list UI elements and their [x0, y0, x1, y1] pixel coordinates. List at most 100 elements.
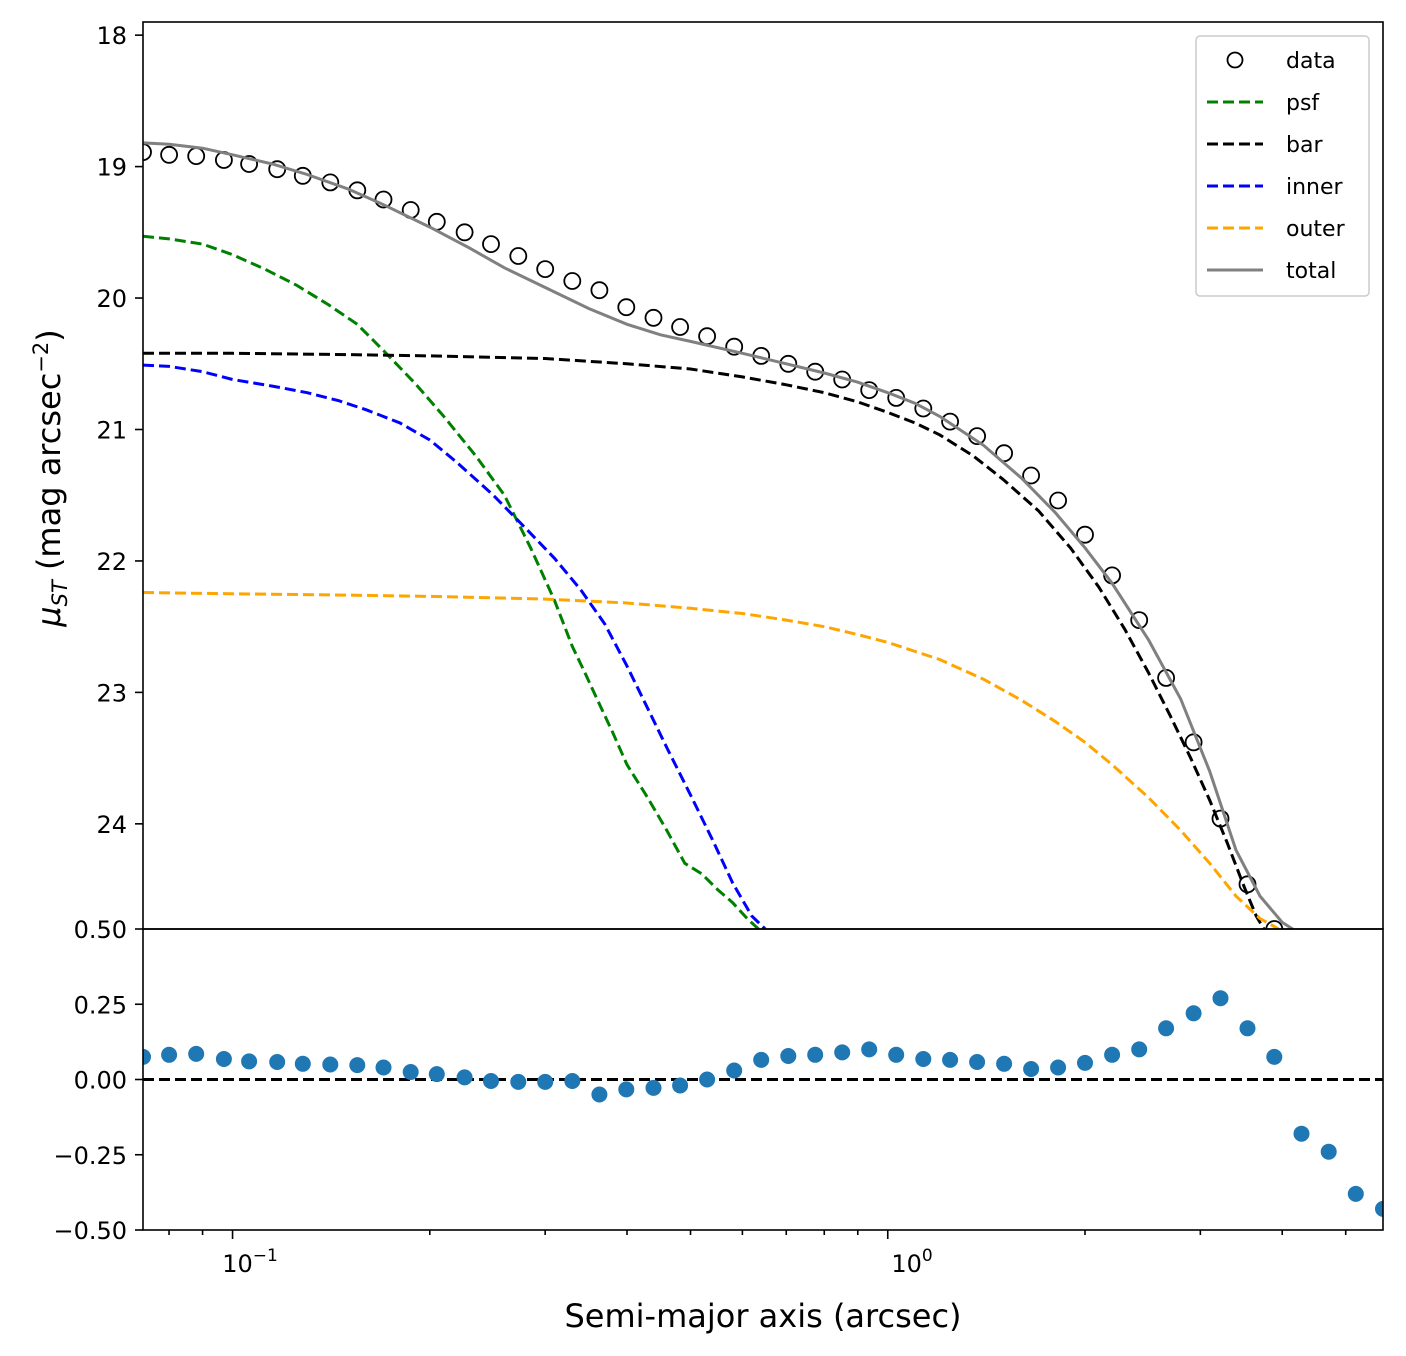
data-point	[1076, 525, 1094, 544]
x-tick-label-0.1: 10−1	[222, 1246, 278, 1278]
residual-point	[161, 1046, 178, 1063]
y-tick-label: −0.50	[53, 1217, 127, 1245]
residual-point	[996, 1055, 1013, 1072]
data-point	[1022, 466, 1040, 485]
residual-point	[1320, 1143, 1337, 1160]
residual-point	[1293, 1125, 1310, 1142]
bottom-y-axis: 0.50 0.25 0.00 −0.25 −0.50	[53, 916, 143, 1245]
data-point	[914, 399, 933, 418]
inner-line	[143, 363, 767, 929]
y-axis-title: μST (mag arcsec−2)	[29, 329, 72, 628]
residual-point	[456, 1069, 473, 1086]
data-point	[941, 412, 959, 431]
y-axis-title-superscript: −2	[29, 342, 53, 373]
residual-point	[645, 1079, 662, 1096]
bottom-panel-series	[143, 990, 1383, 1217]
y-axis-title-subscript: ST	[48, 578, 72, 606]
y-tick-label: 21	[96, 416, 127, 444]
x-tick-exponent: −1	[253, 1246, 278, 1266]
residual-point	[834, 1044, 851, 1061]
legend-label-total: total	[1286, 259, 1336, 284]
data-point	[455, 223, 474, 242]
data-point	[509, 247, 528, 265]
psf-line	[143, 234, 760, 929]
residual-point	[1375, 1200, 1383, 1217]
residual-point	[1347, 1185, 1364, 1202]
data-point	[1049, 491, 1067, 510]
residual-point	[1239, 1020, 1256, 1037]
y-tick-label: 19	[96, 154, 127, 182]
residual-point	[483, 1073, 499, 1089]
residual-point	[1077, 1054, 1093, 1071]
x-tick-base: 10	[891, 1250, 922, 1278]
y-tick-label: 0.25	[74, 991, 127, 1019]
total-line	[143, 141, 1294, 929]
residual-point	[780, 1048, 797, 1064]
x-axis-title: Semi-major axis (arcsec)	[564, 1297, 961, 1335]
data-point	[482, 235, 500, 254]
y-tick-label: 0.00	[74, 1067, 127, 1095]
residual-point	[1050, 1059, 1067, 1076]
residual-point	[591, 1086, 608, 1103]
residual-point	[915, 1051, 932, 1067]
residual-point	[699, 1071, 716, 1088]
bar-line	[143, 351, 1266, 929]
residual-point	[375, 1059, 392, 1076]
legend-label-psf: psf	[1286, 91, 1320, 116]
residual-point	[510, 1073, 527, 1090]
y-tick-label: 24	[96, 811, 127, 839]
residual-point	[1158, 1020, 1175, 1037]
data-point	[725, 337, 744, 356]
residual-point	[1266, 1048, 1283, 1065]
residual-point	[672, 1077, 689, 1094]
residual-point	[269, 1054, 286, 1070]
y-axis-title-close: )	[30, 329, 68, 341]
residual-point	[1104, 1046, 1121, 1063]
x-tick-exponent: 0	[922, 1246, 933, 1266]
data-point	[187, 147, 206, 166]
residual-point	[1131, 1041, 1148, 1058]
data-point	[143, 143, 152, 161]
data-point	[590, 281, 609, 300]
residual-point	[726, 1062, 743, 1079]
residual-point	[537, 1073, 554, 1090]
residual-point	[188, 1045, 205, 1062]
top-y-axis: 18 19 20 21 22 23 24	[96, 22, 143, 839]
legend-label-outer: outer	[1286, 217, 1346, 242]
y-tick-label: 20	[96, 285, 127, 313]
legend-label-inner: inner	[1286, 175, 1344, 200]
data-point	[536, 260, 555, 279]
outer-line	[143, 591, 1280, 929]
y-tick-label: 23	[96, 679, 127, 707]
residual-point	[807, 1046, 824, 1063]
x-axis	[168, 1230, 1347, 1239]
y-tick-label: −0.25	[53, 1142, 127, 1170]
data-point	[644, 308, 663, 327]
y-tick-label: 22	[96, 548, 127, 576]
data-point	[374, 190, 393, 209]
residual-point	[564, 1073, 581, 1089]
data-point	[617, 298, 636, 317]
residual-point	[143, 1048, 151, 1065]
data-point	[671, 318, 689, 336]
y-axis-title-unit: (mag arcsec	[30, 373, 68, 581]
y-tick-label: 18	[96, 22, 127, 50]
residual-point	[1023, 1061, 1040, 1077]
legend-frame	[1195, 35, 1370, 297]
data-point	[698, 327, 716, 346]
residual-point	[618, 1081, 635, 1098]
x-tick-base: 10	[222, 1250, 253, 1278]
residual-point	[322, 1056, 339, 1073]
data-point	[563, 272, 582, 290]
y-tick-label: 0.50	[74, 916, 127, 944]
data-point	[160, 145, 179, 164]
legend-label-data: data	[1286, 49, 1336, 74]
legend-label-bar: bar	[1286, 133, 1323, 158]
residual-point	[349, 1057, 366, 1074]
y-axis-title-symbol: μ	[30, 606, 68, 627]
legend-marker-data	[1226, 51, 1244, 69]
x-tick-label-1: 100	[891, 1246, 932, 1278]
legend: data psf bar inner outer total	[1195, 35, 1370, 297]
residual-point	[215, 1051, 232, 1067]
